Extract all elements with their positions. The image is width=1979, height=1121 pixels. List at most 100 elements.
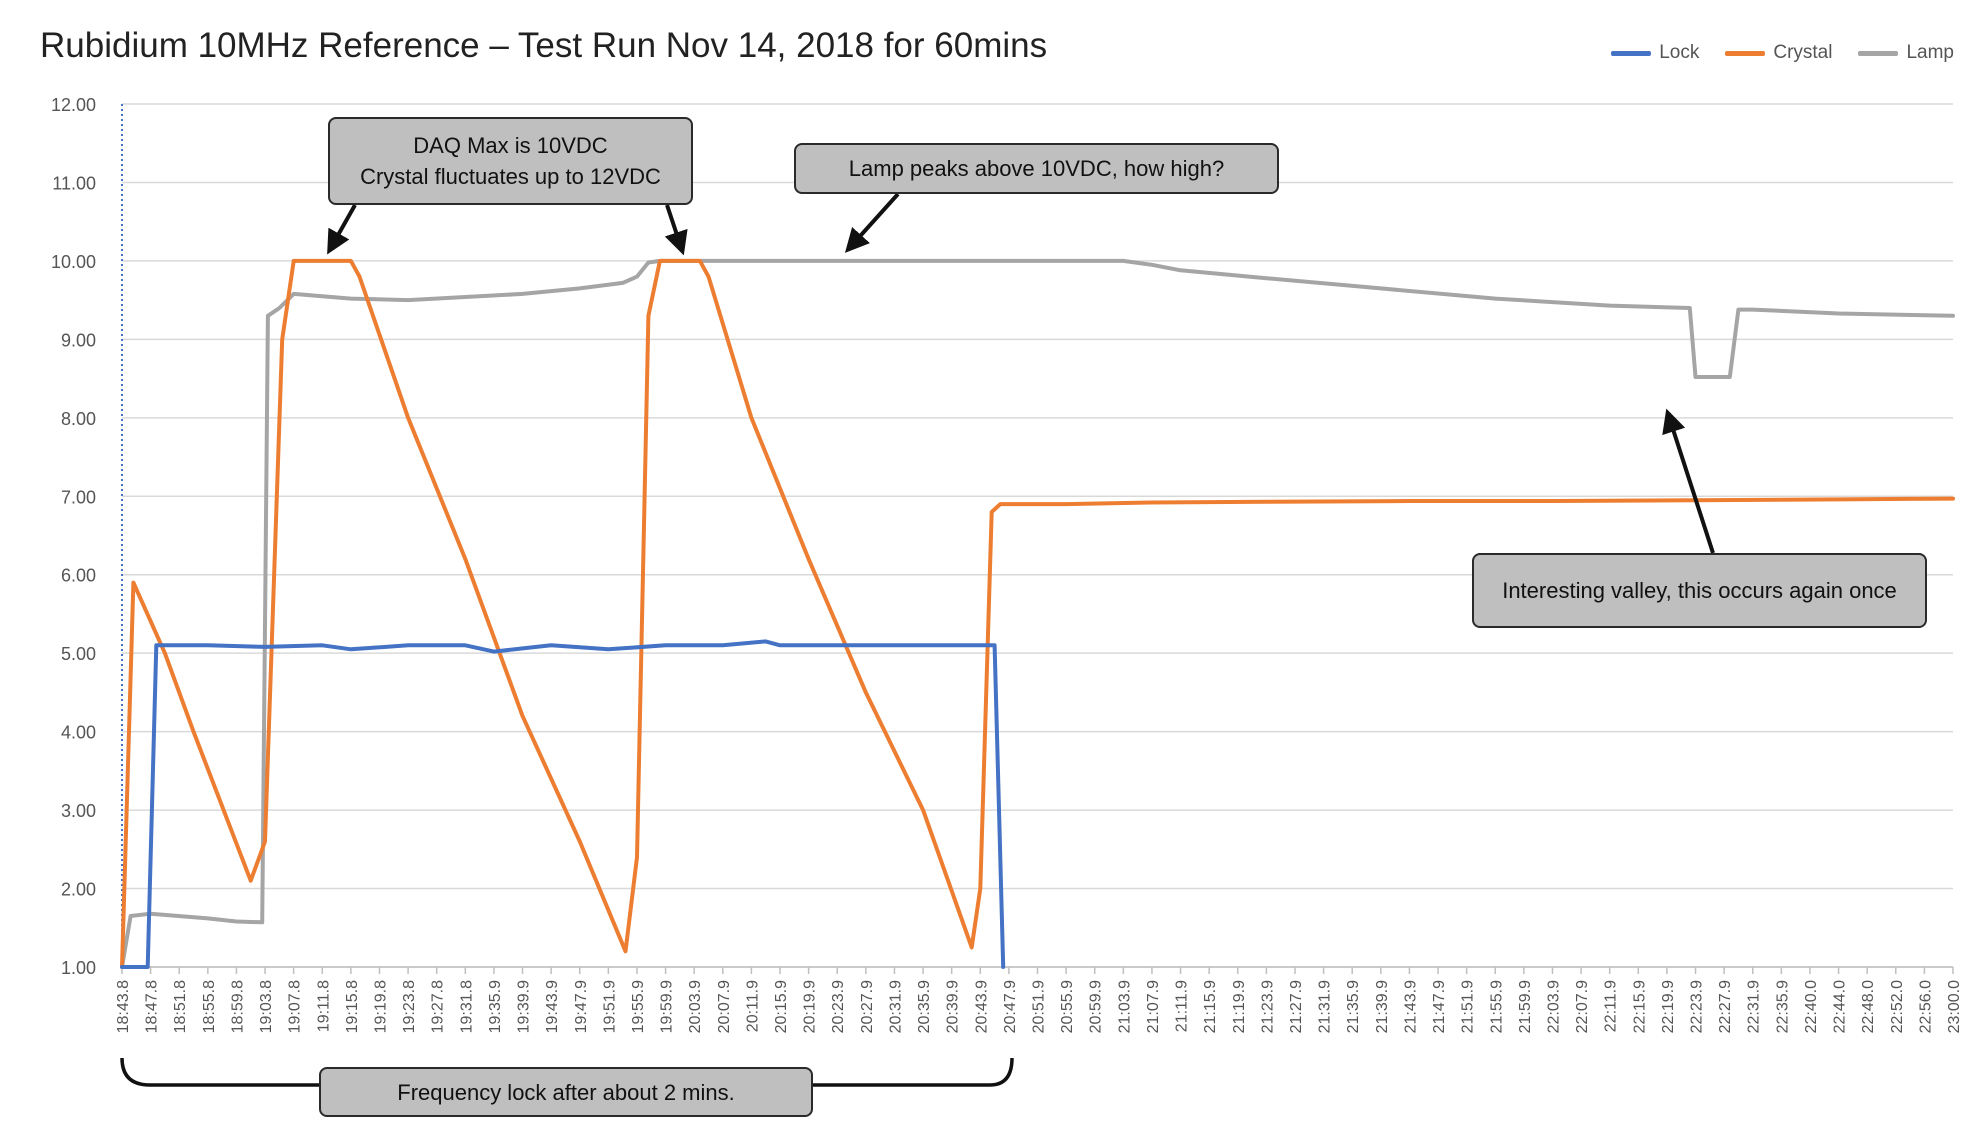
y-tick-label-9: 10.00 xyxy=(51,252,96,272)
x-tick-label-20: 20:03.9 xyxy=(687,980,704,1033)
y-axis: 1.00 2.00 3.00 4.00 5.00 6.00 7.00 8.00 9.00 10.0… xyxy=(51,95,123,978)
x-tick-label-52: 22:11.9 xyxy=(1603,980,1620,1032)
x-tick-label-43: 21:35.9 xyxy=(1345,980,1362,1033)
legend-swatch-lock xyxy=(1611,50,1652,56)
series-line-lamp xyxy=(120,258,1955,969)
x-tick-label-62: 22:52.0 xyxy=(1889,980,1906,1033)
x-tick-label-14: 19:39.9 xyxy=(516,980,533,1033)
x-tick-label-56: 22:27.9 xyxy=(1717,980,1734,1033)
x-tick-label-51: 22:07.9 xyxy=(1574,980,1591,1033)
x-tick-label-18: 19:55.9 xyxy=(630,980,647,1033)
x-tick-label-30: 20:43.9 xyxy=(973,980,990,1033)
x-tick-label-0: 18:43.8 xyxy=(115,980,132,1033)
x-tick-label-33: 20:55.9 xyxy=(1059,980,1076,1033)
arrow-valley xyxy=(1662,408,1715,554)
legend-label-lock: Lock xyxy=(1659,42,1700,63)
callout-lamp-peaks-line-1: Lamp peaks above 10VDC, how high? xyxy=(848,156,1225,181)
x-tick-label-54: 22:19.9 xyxy=(1660,980,1677,1033)
x-tick-label-57: 22:31.9 xyxy=(1746,980,1763,1033)
callout-lamp-peaks: Lamp peaks above 10VDC, how high? xyxy=(794,143,1279,194)
x-tick-label-49: 21:59.9 xyxy=(1517,980,1534,1033)
x-tick-label-21: 20:07.9 xyxy=(716,980,733,1033)
legend: Lock Crystal Lamp xyxy=(1611,42,1954,64)
x-tick-label-11: 19:27.8 xyxy=(430,980,447,1033)
y-tick-label-2: 3.00 xyxy=(61,801,96,821)
x-tick-label-24: 20:19.9 xyxy=(802,980,819,1033)
arrow-daq-right xyxy=(664,204,688,256)
x-tick-label-42: 21:31.9 xyxy=(1317,980,1334,1033)
x-tick-label-29: 20:39.9 xyxy=(945,980,962,1033)
callout-daq-max: DAQ Max is 10VDC Crystal fluctuates up t… xyxy=(328,117,693,205)
x-tick-label-4: 18:59.8 xyxy=(229,980,246,1033)
series-line-lock xyxy=(120,639,1006,969)
x-tick-label-36: 21:07.9 xyxy=(1145,980,1162,1033)
chart-title: Rubidium 10MHz Reference – Test Run Nov … xyxy=(40,26,1048,65)
x-tick-label-9: 19:19.8 xyxy=(372,980,389,1033)
x-tick-label-28: 20:35.9 xyxy=(916,980,933,1033)
x-tick-label-47: 21:51.9 xyxy=(1460,980,1477,1033)
x-tick-label-19: 19:59.9 xyxy=(659,980,676,1033)
x-tick-label-48: 21:55.9 xyxy=(1488,980,1505,1033)
x-tick-label-58: 22:35.9 xyxy=(1774,980,1791,1033)
legend-item-crystal: Crystal xyxy=(1725,42,1832,64)
x-tick-label-46: 21:47.9 xyxy=(1431,980,1448,1033)
y-tick-label-11: 12.00 xyxy=(51,95,96,115)
y-tick-label-4: 5.00 xyxy=(61,644,96,664)
callout-interesting-valley: Interesting valley, this occurs again on… xyxy=(1472,553,1927,628)
y-tick-label-0: 1.00 xyxy=(61,958,96,978)
x-tick-label-38: 21:15.9 xyxy=(1202,980,1219,1033)
x-tick-label-39: 21:19.9 xyxy=(1231,980,1248,1033)
y-tick-label-8: 9.00 xyxy=(61,330,96,350)
x-tick-label-22: 20:11.9 xyxy=(744,980,761,1032)
callout-daq-max-line-1: DAQ Max is 10VDC xyxy=(413,133,608,158)
gridlines xyxy=(122,103,1953,968)
y-tick-label-10: 11.00 xyxy=(52,173,96,193)
y-tick-label-6: 7.00 xyxy=(61,487,96,507)
x-tick-label-15: 19:43.9 xyxy=(544,980,561,1033)
x-tick-label-25: 20:23.9 xyxy=(830,980,847,1033)
x-tick-label-27: 20:31.9 xyxy=(887,980,904,1033)
legend-item-lock: Lock xyxy=(1611,42,1699,64)
x-axis: 18:43.8 18:47.8 18:51.8 18:55.8 18:59.8 19:03… xyxy=(115,966,1963,1033)
x-tick-label-31: 20:47.9 xyxy=(1002,980,1019,1033)
x-tick-label-55: 22:23.9 xyxy=(1689,980,1706,1033)
x-tick-label-16: 19:47.9 xyxy=(573,980,590,1033)
legend-label-crystal: Crystal xyxy=(1773,42,1833,63)
x-tick-label-3: 18:55.8 xyxy=(201,980,218,1033)
x-tick-label-37: 21:11.9 xyxy=(1174,980,1191,1032)
y-tick-label-3: 4.00 xyxy=(61,723,96,743)
x-tick-label-32: 20:51.9 xyxy=(1031,980,1048,1033)
x-tick-label-40: 21:23.9 xyxy=(1259,980,1276,1033)
series-lines xyxy=(120,258,1955,969)
y-tick-label-1: 2.00 xyxy=(61,880,96,900)
x-tick-label-53: 22:15.9 xyxy=(1631,980,1648,1033)
x-tick-label-6: 19:07.8 xyxy=(287,980,304,1033)
lock-time-bracket xyxy=(120,1057,1014,1087)
callout-daq-max-line-2: Crystal fluctuates up to 12VDC xyxy=(360,164,661,189)
x-tick-label-50: 22:03.9 xyxy=(1545,980,1562,1033)
x-tick-label-13: 19:35.9 xyxy=(487,980,504,1033)
callout-frequency-lock-line-1: Frequency lock after about 2 mins. xyxy=(397,1079,735,1105)
x-tick-label-1: 18:47.8 xyxy=(144,980,161,1033)
arrow-lamp-peaks xyxy=(844,192,900,253)
x-tick-label-44: 21:39.9 xyxy=(1374,980,1391,1033)
y-tick-label-7: 8.00 xyxy=(61,409,96,429)
x-tick-label-8: 19:15.8 xyxy=(344,980,361,1033)
x-tick-label-17: 19:51.9 xyxy=(601,980,618,1033)
series-line-crystal xyxy=(120,258,1955,969)
x-tick-label-61: 22:48.0 xyxy=(1860,980,1877,1033)
x-tick-label-60: 22:44.0 xyxy=(1832,980,1849,1033)
x-tick-label-41: 21:27.9 xyxy=(1288,980,1305,1033)
x-tick-label-26: 20:27.9 xyxy=(859,980,876,1033)
x-tick-label-64: 23:00.0 xyxy=(1946,980,1963,1033)
x-tick-label-12: 19:31.8 xyxy=(458,980,475,1033)
legend-label-lamp: Lamp xyxy=(1906,42,1954,63)
x-tick-label-59: 22:40.0 xyxy=(1803,980,1820,1033)
arrow-daq-left xyxy=(327,204,357,255)
x-tick-label-5: 19:03.8 xyxy=(258,980,275,1033)
x-tick-label-35: 21:03.9 xyxy=(1116,980,1133,1033)
x-tick-label-45: 21:43.9 xyxy=(1402,980,1419,1033)
callout-interesting-valley-line-1: Interesting valley, this occurs again on… xyxy=(1502,578,1897,603)
x-tick-label-23: 20:15.9 xyxy=(773,980,790,1033)
